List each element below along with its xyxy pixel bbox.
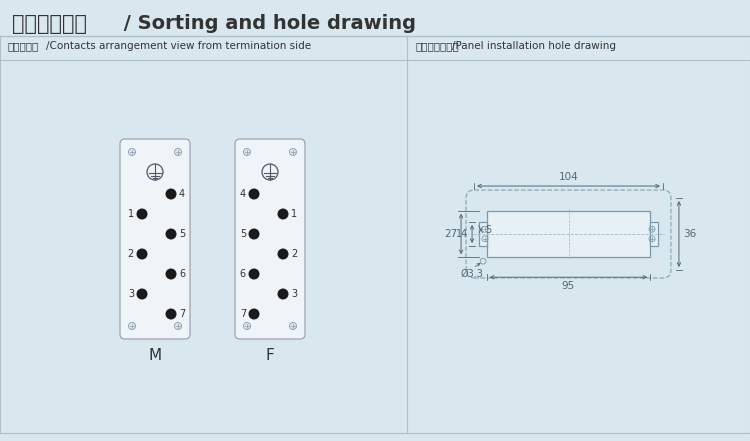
Circle shape xyxy=(166,269,176,280)
Circle shape xyxy=(166,188,176,199)
Text: F: F xyxy=(266,348,274,363)
Text: 4: 4 xyxy=(179,189,185,199)
Text: 95: 95 xyxy=(562,281,575,291)
Text: / Sorting and hole drawing: / Sorting and hole drawing xyxy=(117,14,416,33)
Text: 5: 5 xyxy=(485,225,491,235)
Text: 6: 6 xyxy=(240,269,246,279)
Circle shape xyxy=(248,309,259,319)
Circle shape xyxy=(278,248,289,259)
Text: 7: 7 xyxy=(179,309,185,319)
Text: 6: 6 xyxy=(179,269,185,279)
Text: 5: 5 xyxy=(179,229,185,239)
Text: 排序及开孔图: 排序及开孔图 xyxy=(12,14,87,34)
Circle shape xyxy=(244,149,250,156)
Text: 7: 7 xyxy=(240,309,246,319)
Text: 4: 4 xyxy=(240,189,246,199)
Circle shape xyxy=(278,288,289,299)
Circle shape xyxy=(244,322,250,329)
Text: M: M xyxy=(148,348,161,363)
Bar xyxy=(487,211,650,257)
FancyBboxPatch shape xyxy=(120,139,190,339)
Circle shape xyxy=(166,228,176,239)
Circle shape xyxy=(128,149,136,156)
Circle shape xyxy=(175,149,181,156)
Text: /Contacts arrangement view from termination side: /Contacts arrangement view from terminat… xyxy=(46,41,310,51)
Circle shape xyxy=(166,309,176,319)
Text: 104: 104 xyxy=(559,172,578,182)
Text: 1: 1 xyxy=(128,209,134,219)
Circle shape xyxy=(278,209,289,220)
Circle shape xyxy=(175,322,181,329)
Circle shape xyxy=(136,209,148,220)
Circle shape xyxy=(128,322,136,329)
Text: 3: 3 xyxy=(291,289,297,299)
Text: 27: 27 xyxy=(444,229,457,239)
Circle shape xyxy=(136,248,148,259)
Text: 1: 1 xyxy=(291,209,297,219)
Text: 面板安装开孔图: 面板安装开孔图 xyxy=(415,41,459,51)
Text: 14: 14 xyxy=(456,229,468,239)
Bar xyxy=(650,222,658,246)
Bar xyxy=(479,222,487,246)
FancyBboxPatch shape xyxy=(235,139,305,339)
Text: Ø3.3: Ø3.3 xyxy=(461,269,484,279)
Text: 2: 2 xyxy=(128,249,134,259)
Circle shape xyxy=(290,149,296,156)
Circle shape xyxy=(248,269,259,280)
Circle shape xyxy=(136,288,148,299)
Text: 36: 36 xyxy=(683,229,696,239)
Circle shape xyxy=(248,188,259,199)
Text: 接插针排序: 接插针排序 xyxy=(8,41,39,51)
Text: 5: 5 xyxy=(240,229,246,239)
Circle shape xyxy=(248,228,259,239)
Text: /Panel installation hole drawing: /Panel installation hole drawing xyxy=(452,41,616,51)
Text: 2: 2 xyxy=(291,249,297,259)
Text: 3: 3 xyxy=(128,289,134,299)
Circle shape xyxy=(290,322,296,329)
